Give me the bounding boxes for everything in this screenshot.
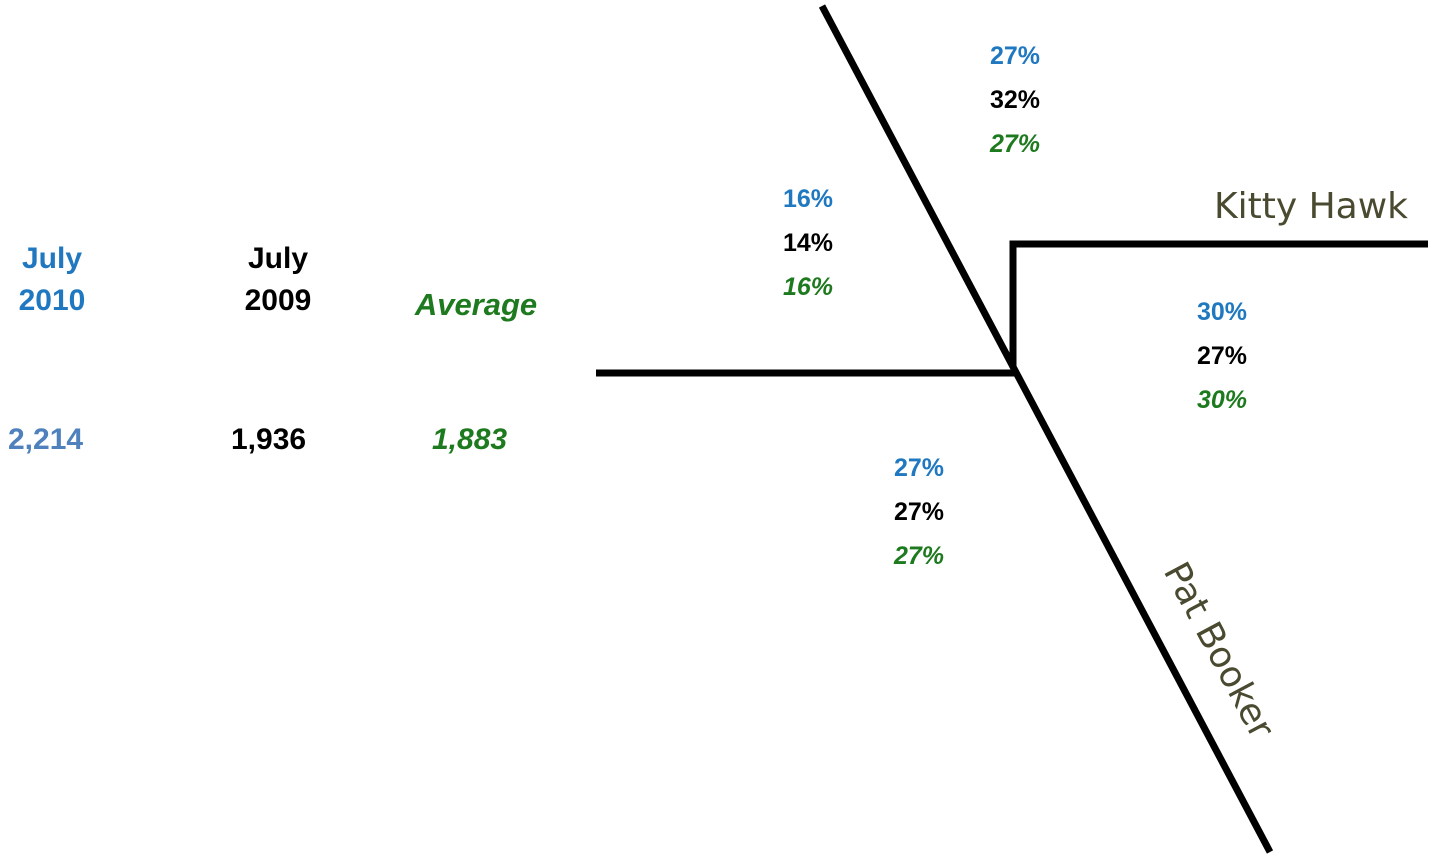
legend-average: Average [414, 287, 538, 322]
total-july-2010: 2,214 [8, 423, 84, 456]
north-average-pct: 27% [989, 130, 1041, 158]
pat-booker-road-line [818, 4, 1274, 854]
east-average-pct: 30% [1196, 386, 1248, 414]
east-july-2009-pct: 27% [1196, 342, 1248, 370]
east-approach-stats: 30% 27% 30% [1182, 290, 1262, 422]
east-july-2010-pct: 30% [1196, 298, 1248, 326]
north-approach-stats: 27% 32% 27% [975, 34, 1055, 166]
west-july-2009-pct: 14% [782, 229, 834, 257]
south-average-pct: 27% [893, 542, 945, 570]
legend-july-2010-line1: July [21, 242, 83, 275]
north-july-2010-pct: 27% [989, 42, 1041, 70]
legend-july-2009-line1: July [247, 242, 309, 275]
south-july-2010-pct: 27% [893, 454, 945, 482]
total-average: 1,883 [432, 423, 508, 456]
west-july-2010-pct: 16% [782, 185, 834, 213]
south-approach-stats: 27% 27% 27% [879, 446, 959, 578]
kitty-hawk-road-line [1009, 240, 1428, 368]
legend-july-2009: July 2009 [230, 238, 326, 322]
west-approach-stats: 16% 14% 16% [768, 177, 848, 309]
north-july-2009-pct: 32% [989, 86, 1041, 114]
legend-july-2010-line2: 2010 [18, 284, 86, 317]
legend-july-2009-line2: 2009 [244, 284, 312, 317]
west-average-pct: 16% [782, 273, 834, 301]
legend-july-2010: July 2010 [4, 238, 100, 322]
kitty-hawk-label: Kitty Hawk [1214, 186, 1409, 227]
south-july-2009-pct: 27% [893, 498, 945, 526]
total-july-2009: 1,936 [231, 423, 307, 456]
